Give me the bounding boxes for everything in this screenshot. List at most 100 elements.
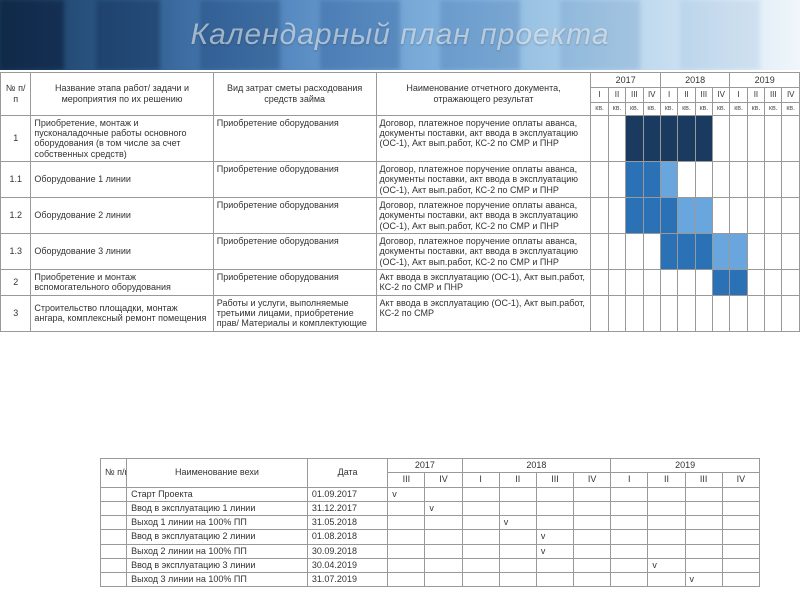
header-quarter: II: [747, 88, 764, 102]
ms-quarter-cell: [574, 530, 611, 544]
ms-quarter-cell: [685, 487, 722, 501]
header-kv: кв.: [591, 102, 608, 115]
gantt-cell: [608, 270, 625, 296]
ms-quarter-cell: [722, 544, 759, 558]
gantt-cell: [678, 115, 695, 161]
gantt-cell: [730, 161, 747, 197]
gantt-cell: [747, 234, 764, 270]
ms-quarter-cell: [648, 516, 685, 530]
cell-cost: Приобретение оборудования: [213, 161, 376, 197]
table-row: 1.2Оборудование 2 линииПриобретение обор…: [1, 197, 800, 233]
cell-num: 1: [1, 115, 31, 161]
ms-quarter-cell: [462, 516, 499, 530]
gantt-cell: [643, 161, 660, 197]
gantt-cell: [626, 197, 643, 233]
ms-quarter-cell: [685, 544, 722, 558]
table-row: 1.3Оборудование 3 линииПриобретение обор…: [1, 234, 800, 270]
ms-quarter-cell: v: [425, 501, 462, 515]
gantt-cell: [765, 161, 782, 197]
header-kv: кв.: [713, 102, 730, 115]
ms-quarter-cell: [499, 487, 536, 501]
header-kv: кв.: [678, 102, 695, 115]
ms-quarter-cell: [722, 487, 759, 501]
gantt-cell: [591, 115, 608, 161]
ms-quarter-cell: [388, 544, 425, 558]
ms-quarter-cell: v: [685, 573, 722, 587]
header-kv: кв.: [782, 102, 800, 115]
header-quarter: III: [626, 88, 643, 102]
ms-quarter-cell: [722, 530, 759, 544]
ms-header-quarter: II: [499, 473, 536, 487]
gantt-cell: [730, 234, 747, 270]
ms-header-num: № п/п: [101, 459, 127, 488]
gantt-cell: [643, 295, 660, 331]
gantt-cell: [782, 295, 800, 331]
gantt-cell: [782, 270, 800, 296]
ms-quarter-cell: [462, 544, 499, 558]
milestone-row: Ввод в эксплуатацию 1 линии31.12.2017v: [101, 501, 760, 515]
ms-quarter-cell: [425, 487, 462, 501]
cell-num: 2: [1, 270, 31, 296]
ms-quarter-cell: [611, 501, 648, 515]
ms-quarter-cell: [536, 501, 573, 515]
ms-quarter-cell: [536, 487, 573, 501]
ms-quarter-cell: v: [648, 558, 685, 572]
ms-quarter-cell: [425, 558, 462, 572]
ms-quarter-cell: [388, 501, 425, 515]
ms-header-2019: 2019: [611, 459, 760, 473]
cell-num: 3: [1, 295, 31, 331]
gantt-cell: [608, 234, 625, 270]
header-name: Название этапа работ/ задачи и мероприят…: [31, 73, 213, 116]
gantt-cell: [713, 234, 730, 270]
ms-cell-date: 30.09.2018: [307, 544, 387, 558]
gantt-cell: [713, 295, 730, 331]
gantt-cell: [660, 197, 677, 233]
gantt-cell: [747, 161, 764, 197]
ms-header-quarter: II: [648, 473, 685, 487]
ms-header-quarter: III: [388, 473, 425, 487]
cell-num: 1.2: [1, 197, 31, 233]
gantt-cell: [695, 234, 712, 270]
milestone-row: Выход 1 линии на 100% ПП31.05.2018v: [101, 516, 760, 530]
ms-quarter-cell: [574, 558, 611, 572]
gantt-cell: [608, 115, 625, 161]
cell-cost: Приобретение оборудования: [213, 270, 376, 296]
gantt-table: № п/п Название этапа работ/ задачи и мер…: [0, 72, 800, 332]
ms-quarter-cell: [499, 530, 536, 544]
gantt-cell: [678, 234, 695, 270]
header-kv: кв.: [643, 102, 660, 115]
milestone-row: Выход 3 линии на 100% ПП31.07.2019v: [101, 573, 760, 587]
header-kv: кв.: [626, 102, 643, 115]
gantt-cell: [626, 161, 643, 197]
ms-quarter-cell: [685, 558, 722, 572]
ms-header-name: Наименование вехи: [127, 459, 308, 488]
gantt-cell: [678, 197, 695, 233]
header-quarter: IV: [782, 88, 800, 102]
header-cost: Вид затрат сметы расходования средств за…: [213, 73, 376, 116]
gantt-cell: [608, 161, 625, 197]
gantt-cell: [782, 161, 800, 197]
gantt-cell: [643, 234, 660, 270]
header-quarter: I: [591, 88, 608, 102]
ms-quarter-cell: [574, 544, 611, 558]
gantt-cell: [765, 234, 782, 270]
ms-quarter-cell: [462, 530, 499, 544]
milestone-row: Старт Проекта01.09.2017v: [101, 487, 760, 501]
milestone-table-wrap: № п/п Наименование вехи Дата 2017 2018 2…: [100, 458, 760, 587]
ms-header-quarter: I: [462, 473, 499, 487]
ms-quarter-cell: v: [536, 530, 573, 544]
cell-doc: Договор, платежное поручение оплаты аван…: [376, 115, 591, 161]
cell-name: Строительство площадки, монтаж ангара, к…: [31, 295, 213, 331]
gantt-cell: [660, 115, 677, 161]
ms-quarter-cell: [648, 573, 685, 587]
header-quarter: II: [678, 88, 695, 102]
cell-cost: Приобретение оборудования: [213, 197, 376, 233]
cell-doc: Договор, платежное поручение оплаты аван…: [376, 197, 591, 233]
cell-doc: Акт ввода в эксплуатацию (ОС-1), Акт вып…: [376, 270, 591, 296]
gantt-cell: [782, 234, 800, 270]
header-kv: кв.: [695, 102, 712, 115]
ms-quarter-cell: [611, 516, 648, 530]
ms-header-quarter: I: [611, 473, 648, 487]
gantt-cell: [678, 295, 695, 331]
cell-doc: Договор, платежное поручение оплаты аван…: [376, 234, 591, 270]
